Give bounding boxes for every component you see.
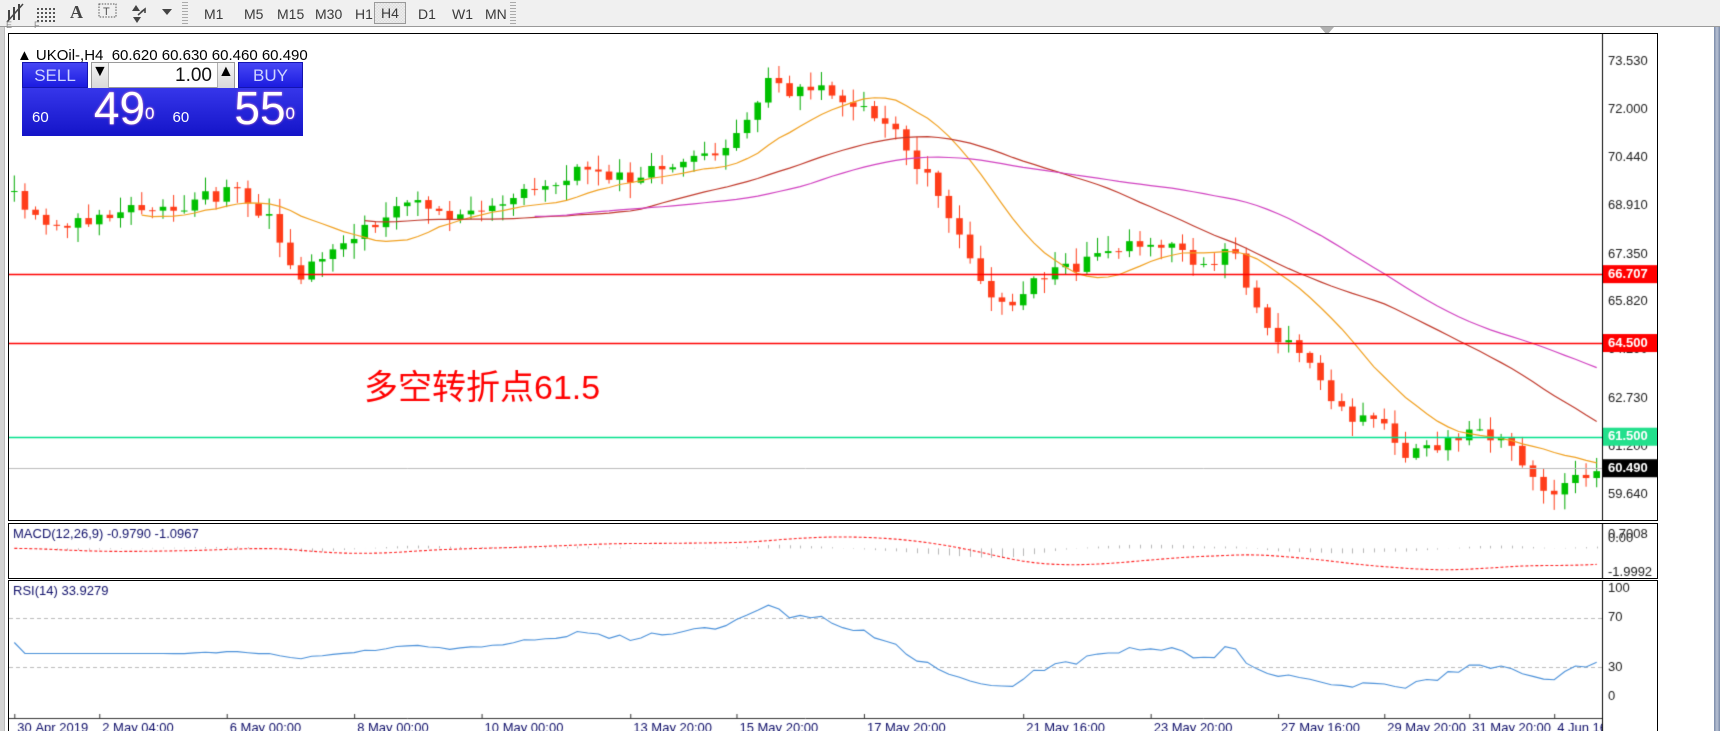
svg-text:T: T	[103, 6, 110, 18]
